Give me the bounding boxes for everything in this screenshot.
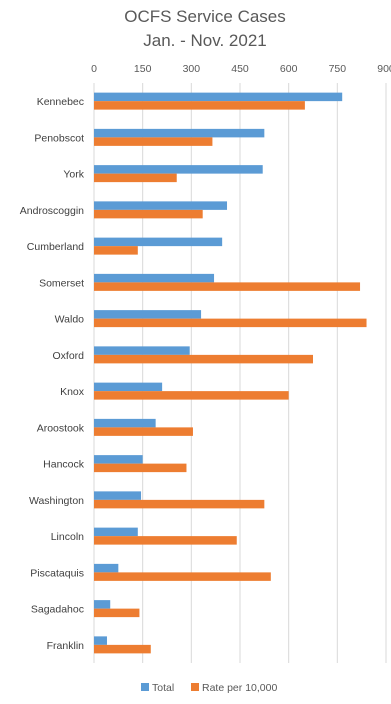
category-label: Knox (60, 386, 85, 398)
bar-total (94, 382, 163, 392)
x-tick-label: 600 (280, 63, 298, 75)
bar-total (94, 527, 138, 537)
category-label: Cumberland (27, 241, 84, 253)
bar-total (94, 92, 343, 102)
bar-total (94, 563, 119, 573)
x-tick-label: 150 (134, 63, 152, 75)
chart-title-line-1: OCFS Service Cases (124, 7, 286, 26)
bar-total (94, 346, 190, 355)
bar-rate (94, 427, 193, 436)
bar-total (94, 455, 143, 464)
legend-label-rate: Rate per 10,000 (202, 682, 277, 694)
bar-total (94, 310, 202, 319)
bar-rate (94, 536, 237, 545)
bar-total (94, 128, 265, 138)
category-label: York (63, 169, 84, 181)
category-label: Kennebec (37, 96, 84, 108)
bar-rate (94, 282, 361, 291)
category-label: Piscataquis (30, 567, 84, 579)
category-label: Franklin (47, 640, 85, 652)
legend-swatch-total (141, 683, 149, 691)
category-labels: Kennebec Penobscot York Androscoggin Cumberl… (20, 96, 85, 652)
legend-label-total: Total (152, 682, 174, 694)
bar-total (94, 491, 142, 500)
x-tick-label: 900 (377, 63, 391, 75)
bar-total (94, 165, 263, 174)
x-tick-label: 0 (91, 63, 97, 75)
bar-total (94, 636, 107, 645)
bar-rate (94, 608, 140, 618)
bar-rate (94, 354, 313, 364)
category-label: Somerset (39, 277, 84, 289)
category-label: Hancock (43, 459, 85, 471)
bars (94, 92, 367, 654)
bar-total (94, 600, 111, 609)
x-tick-label: 750 (329, 63, 347, 75)
bar-rate (94, 572, 271, 581)
bar-total (94, 418, 156, 428)
chart-title-line-2: Jan. - Nov. 2021 (143, 31, 266, 50)
bar-rate (94, 246, 138, 255)
x-axis-ticks: 0 150 300 450 600 750 900 (91, 63, 391, 75)
category-label: Penobscot (34, 132, 84, 144)
bar-total (94, 273, 215, 283)
bar-rate (94, 173, 177, 183)
bar-total (94, 237, 223, 247)
x-tick-label: 300 (183, 63, 201, 75)
bar-rate (94, 499, 265, 509)
category-label: Waldo (55, 314, 85, 326)
x-tick-label: 450 (231, 63, 249, 75)
category-label: Oxford (52, 350, 84, 362)
category-label: Lincoln (51, 531, 84, 543)
bar-rate (94, 101, 305, 110)
category-label: Aroostook (37, 422, 85, 434)
category-label: Washington (29, 495, 84, 507)
legend-swatch-rate (191, 683, 199, 691)
bar-rate (94, 137, 213, 146)
bar-rate (94, 644, 151, 654)
bar-rate (94, 463, 187, 473)
category-label: Androscoggin (20, 205, 84, 217)
legend: Total Rate per 10,000 (141, 682, 277, 694)
bar-rate (94, 391, 289, 400)
bar-rate (94, 318, 367, 328)
bar-rate (94, 209, 203, 219)
bar-total (94, 201, 228, 210)
category-label: Sagadahoc (31, 604, 84, 616)
